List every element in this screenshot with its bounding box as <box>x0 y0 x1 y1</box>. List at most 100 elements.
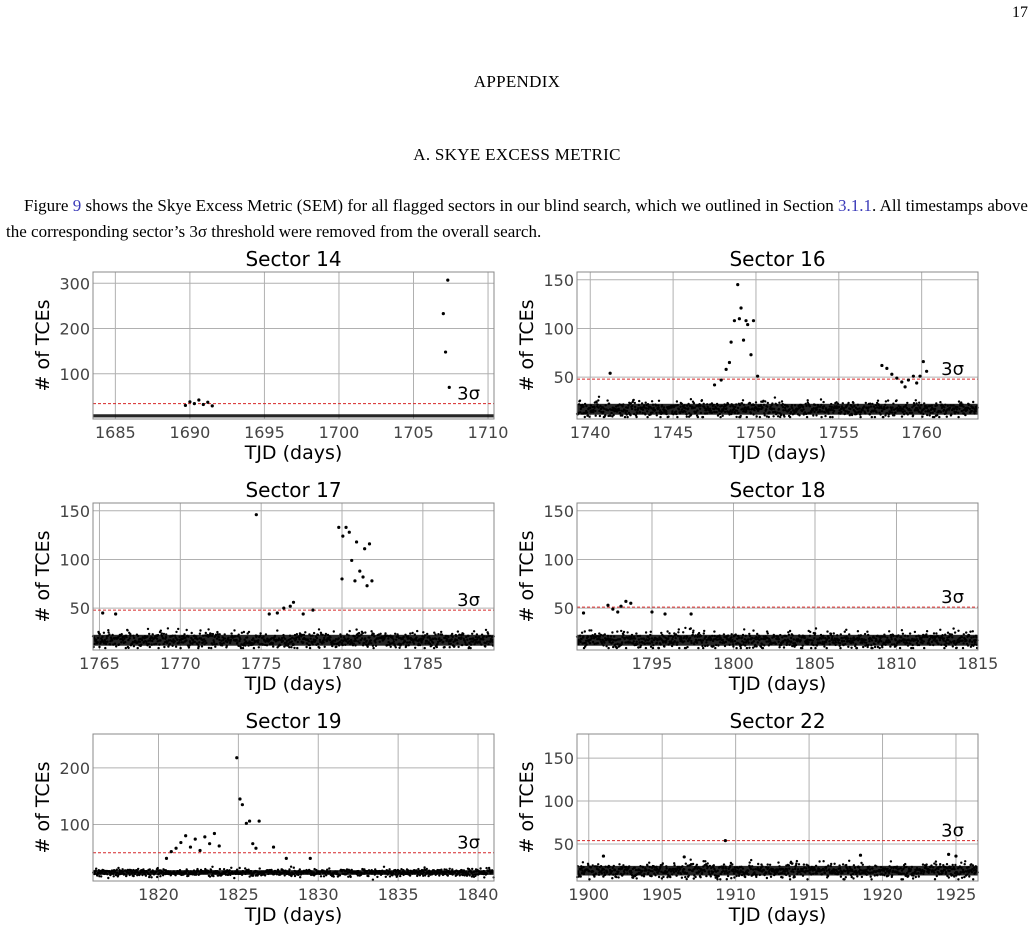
section-reference-link[interactable]: 3.1.1 <box>838 196 873 215</box>
data-point <box>881 646 884 649</box>
data-point <box>911 646 915 650</box>
x-tick-label: 1800 <box>713 654 754 673</box>
data-point <box>657 875 661 879</box>
data-point <box>963 863 966 866</box>
data-point <box>607 646 610 650</box>
data-point <box>399 874 402 878</box>
data-point <box>829 632 833 635</box>
data-point <box>187 874 190 877</box>
data-point <box>947 876 950 879</box>
data-point <box>615 646 618 650</box>
data-point <box>148 645 151 649</box>
y-tick-label: 100 <box>59 815 90 834</box>
data-point <box>411 631 414 635</box>
data-point <box>611 607 615 611</box>
data-point <box>963 875 966 879</box>
data-point <box>812 414 815 417</box>
paragraph-text: Figure <box>24 196 73 215</box>
data-point <box>888 630 891 633</box>
data-point-band <box>93 414 494 418</box>
data-point <box>788 878 792 881</box>
data-point <box>207 628 210 631</box>
data-point <box>296 646 299 650</box>
data-point <box>432 646 436 650</box>
data-point <box>206 400 210 404</box>
data-point <box>908 632 912 635</box>
data-point <box>127 646 130 650</box>
data-point <box>910 646 913 650</box>
data-point <box>719 415 722 419</box>
data-point <box>291 600 296 604</box>
data-point <box>632 398 635 402</box>
data-point <box>102 631 106 634</box>
data-point <box>862 645 865 649</box>
data-point <box>485 866 488 870</box>
data-point <box>961 646 965 650</box>
data-point <box>174 645 178 648</box>
data-point <box>699 876 702 879</box>
data-point <box>150 876 153 879</box>
data-point <box>850 875 853 879</box>
data-point <box>766 632 769 635</box>
data-point <box>873 645 877 649</box>
data-point <box>308 646 312 650</box>
data-point <box>751 646 755 649</box>
x-tick-label: 1785 <box>402 654 443 673</box>
data-point <box>702 646 705 650</box>
data-point <box>304 631 307 634</box>
data-point <box>208 875 212 878</box>
data-point <box>612 645 615 649</box>
data-point <box>394 646 397 649</box>
data-point <box>951 645 954 648</box>
data-point <box>241 646 245 650</box>
data-point <box>884 400 888 403</box>
data-point <box>767 415 770 419</box>
data-point <box>659 415 662 419</box>
x-tick-label: 1685 <box>95 423 136 442</box>
data-point <box>389 645 392 648</box>
data-point <box>805 415 809 419</box>
data-point <box>880 363 884 368</box>
data-point <box>233 629 236 632</box>
data-point <box>332 875 335 878</box>
data-point <box>388 868 391 871</box>
data-point <box>396 874 399 877</box>
data-point <box>697 631 701 635</box>
data-point <box>433 631 436 634</box>
data-point <box>946 631 950 634</box>
data-point <box>616 630 619 633</box>
data-point <box>114 612 118 616</box>
data-point <box>384 875 387 878</box>
data-point <box>947 852 951 856</box>
data-point <box>724 367 728 371</box>
data-point <box>764 400 767 403</box>
chart-title: Sector 22 <box>729 709 825 733</box>
data-point <box>238 797 242 801</box>
data-point <box>210 646 213 650</box>
data-point <box>408 874 412 877</box>
data-point <box>739 306 743 310</box>
figure-reference-link[interactable]: 9 <box>72 196 82 215</box>
data-point <box>914 399 917 402</box>
y-axis-label: # of TCEs <box>32 762 54 854</box>
data-point <box>895 376 899 380</box>
data-point <box>778 401 781 404</box>
data-point <box>365 584 369 588</box>
threshold-label: 3σ <box>457 590 480 611</box>
data-point <box>163 645 166 649</box>
data-point <box>355 628 358 631</box>
data-point <box>159 875 162 878</box>
data-point <box>179 840 183 845</box>
data-point <box>126 629 129 632</box>
data-point <box>702 632 705 635</box>
data-point <box>597 395 601 398</box>
data-point <box>201 402 205 407</box>
data-point <box>214 645 217 648</box>
data-point <box>858 853 863 857</box>
data-point <box>230 866 233 869</box>
data-point <box>943 646 946 650</box>
data-point <box>712 383 717 387</box>
data-point <box>782 646 786 649</box>
data-point <box>716 414 720 417</box>
